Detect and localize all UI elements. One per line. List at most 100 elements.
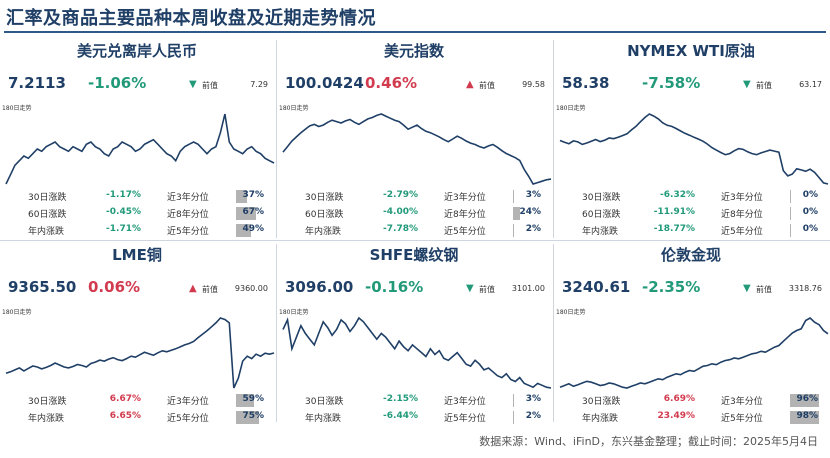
column-divider <box>553 244 554 422</box>
period-change: -18.77% <box>653 224 695 234</box>
percentile-label: 近3年分位 <box>167 193 209 203</box>
weekly-change: -0.16% <box>365 278 424 296</box>
previous-value: 99.58 <box>522 80 545 89</box>
percentile-value: 49% <box>242 224 264 234</box>
percentile-value: 3% <box>525 190 541 200</box>
percentile-bar: 24% <box>513 207 543 220</box>
period-change: -1.17% <box>106 190 141 200</box>
sparkline-label: 180日走势 <box>556 309 586 316</box>
trend-sparkline <box>282 316 552 389</box>
percentile-label: 近5年分位 <box>167 227 209 237</box>
period-change: -6.32% <box>660 190 695 200</box>
percentile-bar-fill <box>790 411 819 424</box>
period-label: 60日涨跌 <box>305 210 344 220</box>
stats-row: 60日涨跌 -11.91% 近8年分位 0% <box>556 207 826 220</box>
stats-row: 年内涨跌 6.65% 近5年分位 75% <box>2 411 272 424</box>
period-change: -2.79% <box>383 190 418 200</box>
percentile-label: 近3年分位 <box>721 193 763 203</box>
column-divider <box>276 40 277 238</box>
sparkline-label: 180日走势 <box>279 309 309 316</box>
period-label: 年内涨跌 <box>582 227 619 237</box>
percentile-bar-fill <box>513 207 520 220</box>
percentile-label: 近8年分位 <box>721 210 763 220</box>
sparkline-label: 180日走势 <box>556 105 586 112</box>
percentile-bar: 67% <box>236 207 266 220</box>
percentile-value: 2% <box>525 411 541 421</box>
trend-line <box>5 317 275 389</box>
previous-value: 3318.76 <box>788 284 822 293</box>
period-change: -2.15% <box>383 394 418 404</box>
period-label: 30日涨跌 <box>28 397 67 407</box>
triangle-down-icon: ▼ <box>743 283 751 294</box>
percentile-bar: 2% <box>513 224 543 237</box>
percentile-bar-fill <box>236 411 259 424</box>
panel-title: 美元兑离岸人民币 <box>76 42 197 60</box>
percentile-label: 近3年分位 <box>444 397 486 407</box>
percentile-label: 近3年分位 <box>721 397 763 407</box>
stats-row: 30日涨跌 6.67% 近3年分位 59% <box>2 394 272 407</box>
previous-value: 9360.00 <box>234 284 268 293</box>
percentile-bar-fill <box>790 394 819 407</box>
period-change: -11.91% <box>653 207 695 217</box>
percentile-label: 近5年分位 <box>167 414 209 424</box>
percentile-bar: 96% <box>790 394 820 407</box>
percentile-value: 0% <box>802 224 818 234</box>
percentile-label: 近3年分位 <box>167 397 209 407</box>
panel-title: 美元指数 <box>383 42 444 60</box>
panel-title: 伦敦金现 <box>660 246 721 264</box>
previous-value: 3101.00 <box>511 284 545 293</box>
percentile-value: 75% <box>242 411 264 421</box>
row-divider <box>0 240 830 241</box>
previous-value-label: 前值 <box>202 285 218 294</box>
percentile-bar-fill <box>513 190 514 203</box>
percentile-bar: 2% <box>513 411 543 424</box>
period-change: -6.44% <box>383 411 418 421</box>
percentile-value: 37% <box>242 190 264 200</box>
period-change: 6.67% <box>109 394 141 404</box>
stats-row: 年内涨跌 -1.71% 近5年分位 49% <box>2 224 272 237</box>
percentile-bar: 0% <box>790 207 820 220</box>
sparkline-label: 180日走势 <box>279 105 309 112</box>
period-label: 30日涨跌 <box>305 193 344 203</box>
previous-value-label: 前值 <box>756 81 772 90</box>
triangle-down-icon: ▼ <box>743 79 751 90</box>
period-label: 年内涨跌 <box>28 414 65 424</box>
percentile-bar: 0% <box>790 224 820 237</box>
percentile-label: 近5年分位 <box>721 414 763 424</box>
weekly-change: -1.06% <box>88 74 147 92</box>
trend-sparkline <box>559 113 829 185</box>
weekly-change: -7.58% <box>642 74 701 92</box>
previous-value-label: 前值 <box>479 81 495 90</box>
latest-price: 7.2113 <box>8 74 66 92</box>
trend-sparkline <box>5 113 275 185</box>
percentile-bar-fill <box>513 394 514 407</box>
period-label: 年内涨跌 <box>28 227 65 237</box>
previous-value: 63.17 <box>799 80 822 89</box>
period-label: 60日涨跌 <box>582 210 621 220</box>
percentile-value: 96% <box>796 394 818 404</box>
percentile-bar: 3% <box>513 190 543 203</box>
column-divider <box>276 244 277 422</box>
percentile-bar: 37% <box>236 190 266 203</box>
weekly-change: -2.35% <box>642 278 701 296</box>
percentile-bar-fill <box>236 190 247 203</box>
percentile-bar: 59% <box>236 394 266 407</box>
trend-line <box>5 113 275 185</box>
trend-line <box>282 113 552 185</box>
percentile-value: 59% <box>242 394 264 404</box>
data-source-note: 数据来源：Wind、iFinD，东兴基金整理；截止时间：2025年5月4日 <box>479 435 818 448</box>
percentile-bar-axis <box>790 190 791 203</box>
stats-row: 30日涨跌 -6.32% 近3年分位 0% <box>556 190 826 203</box>
stats-row: 30日涨跌 -1.17% 近3年分位 37% <box>2 190 272 203</box>
page-title: 汇率及商品主要品种本周收盘及近期走势情况 <box>6 8 376 29</box>
percentile-value: 3% <box>525 394 541 404</box>
period-label: 30日涨跌 <box>28 193 67 203</box>
period-label: 30日涨跌 <box>582 397 621 407</box>
percentile-label: 近5年分位 <box>444 414 486 424</box>
period-change: -1.71% <box>106 224 141 234</box>
percentile-bar-fill <box>236 224 251 237</box>
previous-value-label: 前值 <box>756 285 772 294</box>
panel-title: NYMEX WTI原油 <box>627 42 755 60</box>
percentile-label: 近3年分位 <box>444 193 486 203</box>
period-label: 年内涨跌 <box>305 414 342 424</box>
